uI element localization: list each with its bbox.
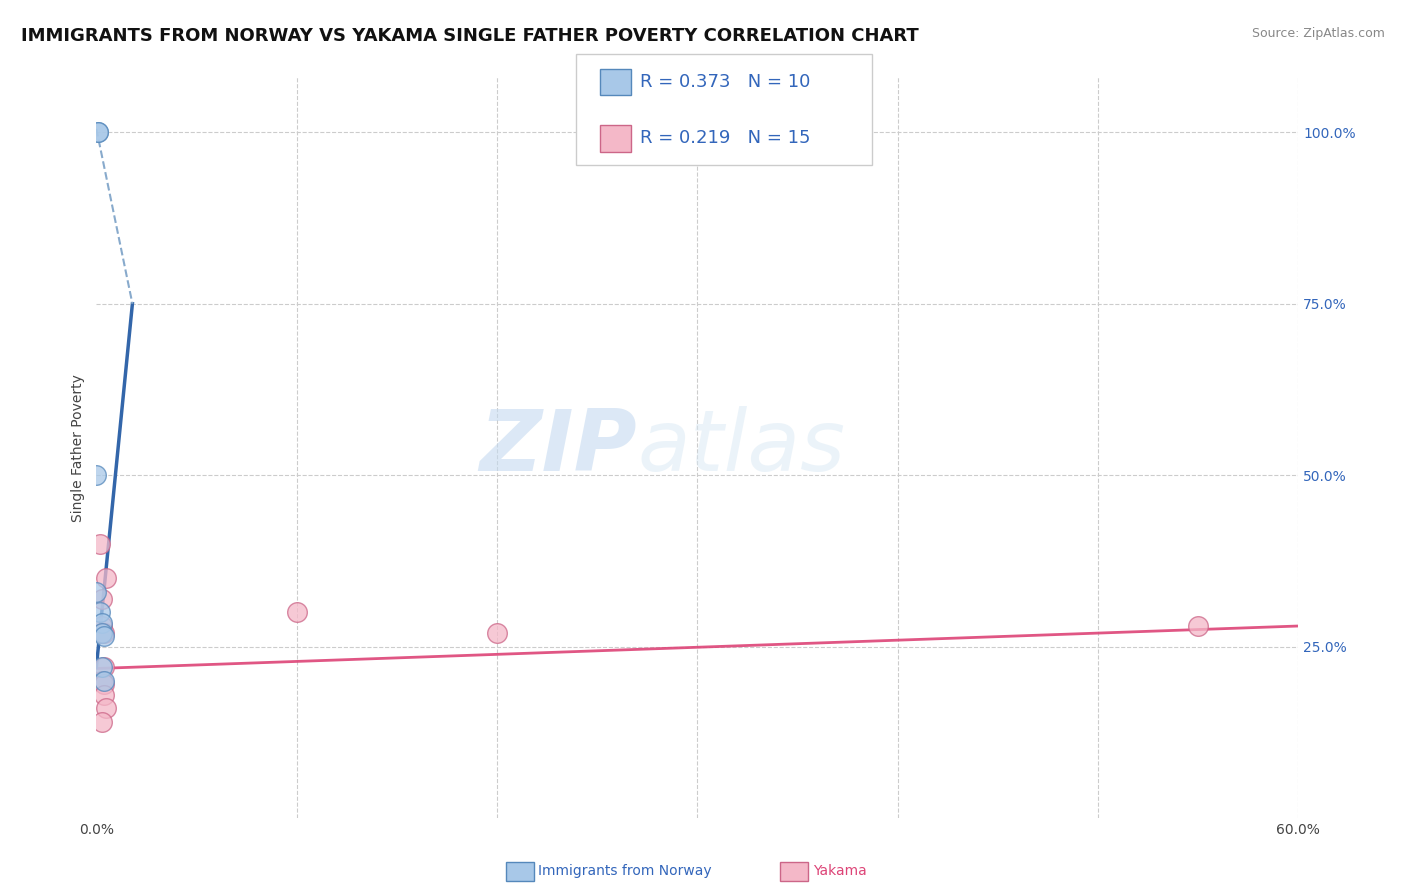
Point [91,615,114,630]
Point [86,468,108,483]
Point [486,625,509,640]
Point [91,673,114,688]
Text: Source: ZipAtlas.com: Source: ZipAtlas.com [1251,27,1385,40]
Point [91,591,114,606]
Point [87,125,110,139]
Point [93,660,115,674]
Point [93,629,115,643]
Point [89,605,111,619]
Text: ZIP: ZIP [479,406,637,489]
Point [91,619,114,633]
Y-axis label: Single Father Poverty: Single Father Poverty [72,374,86,522]
Text: Yakama: Yakama [813,864,866,879]
Point [87,125,110,139]
Point [93,673,115,688]
Point [93,688,115,702]
Point [91,660,114,674]
Point [91,625,114,640]
Text: atlas: atlas [637,406,845,489]
Point [91,625,114,640]
Point [285,605,308,619]
Text: IMMIGRANTS FROM NORWAY VS YAKAMA SINGLE FATHER POVERTY CORRELATION CHART: IMMIGRANTS FROM NORWAY VS YAKAMA SINGLE … [21,27,920,45]
Text: Immigrants from Norway: Immigrants from Norway [538,864,711,879]
Text: R = 0.219   N = 15: R = 0.219 N = 15 [640,129,810,147]
Point [96,571,118,585]
Point [96,701,118,715]
Point [91,714,114,729]
Point [86,584,108,599]
Point [93,625,115,640]
Point [1187,619,1209,633]
Point [89,537,111,551]
Text: R = 0.373   N = 10: R = 0.373 N = 10 [640,73,810,91]
Point [93,677,115,691]
